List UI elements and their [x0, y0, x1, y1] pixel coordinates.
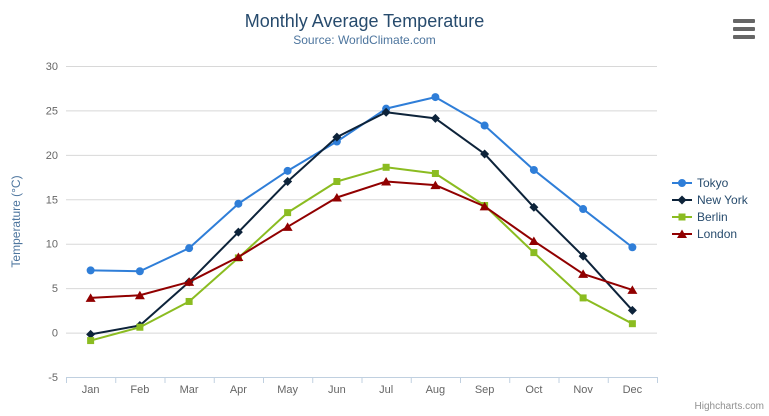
legend-label: Berlin — [697, 209, 728, 224]
series-london[interactable] — [85, 177, 638, 302]
x-axis-label: Mar — [180, 384, 199, 396]
x-axis-label: Nov — [573, 384, 593, 396]
legend-circle-icon — [672, 178, 692, 187]
legend-label: London — [697, 226, 738, 241]
legend-item-berlin[interactable]: Berlin — [672, 208, 748, 225]
y-axis-tick-label: 5 — [52, 283, 58, 295]
x-axis-label: Jan — [82, 384, 100, 396]
x-axis-label: Apr — [230, 384, 247, 396]
hamburger-menu-icon[interactable] — [733, 19, 755, 39]
hamburger-bar — [733, 35, 755, 39]
x-axis-label: Feb — [130, 384, 149, 396]
hamburger-bar — [733, 19, 755, 23]
chart-subtitle: Source: WorldClimate.com — [293, 33, 436, 47]
legend-item-london[interactable]: London — [672, 225, 748, 242]
legend-item-tokyo[interactable]: Tokyo — [672, 174, 748, 191]
x-axis-label: Dec — [623, 384, 643, 396]
legend-label: Tokyo — [697, 175, 729, 190]
legend-item-new-york[interactable]: New York — [672, 191, 748, 208]
x-axis-label: Aug — [426, 384, 446, 396]
series-new-york[interactable] — [86, 107, 637, 339]
credits-link[interactable]: Highcharts.com — [694, 401, 764, 412]
y-axis-tick-label: 25 — [46, 105, 58, 117]
series-tokyo[interactable] — [86, 93, 637, 276]
chart-title: Monthly Average Temperature — [244, 11, 485, 31]
y-axis-tick-label: 10 — [46, 239, 58, 251]
x-axis-label: Oct — [525, 384, 542, 396]
x-axis-label: May — [277, 384, 298, 396]
y-axis-tick-label: 20 — [46, 150, 58, 162]
x-axis-label: Sep — [475, 384, 495, 396]
y-axis-tick-label: 0 — [52, 328, 58, 340]
x-axis-label: Jul — [379, 384, 393, 396]
legend-label: New York — [697, 192, 748, 207]
y-axis-tick-label: 30 — [46, 61, 58, 73]
hamburger-bar — [733, 27, 755, 31]
x-axis-label: Jun — [328, 384, 346, 396]
y-axis-tick-label: -5 — [48, 372, 58, 384]
series-berlin[interactable] — [87, 163, 636, 345]
legend-square-icon — [672, 213, 692, 220]
legend-triangle-icon — [672, 229, 692, 238]
legend: Tokyo New York Berlin London — [672, 174, 748, 242]
y-axis-title: Temperature (°C) — [9, 175, 23, 267]
y-axis-tick-label: 15 — [46, 194, 58, 206]
legend-diamond-icon — [672, 195, 692, 204]
